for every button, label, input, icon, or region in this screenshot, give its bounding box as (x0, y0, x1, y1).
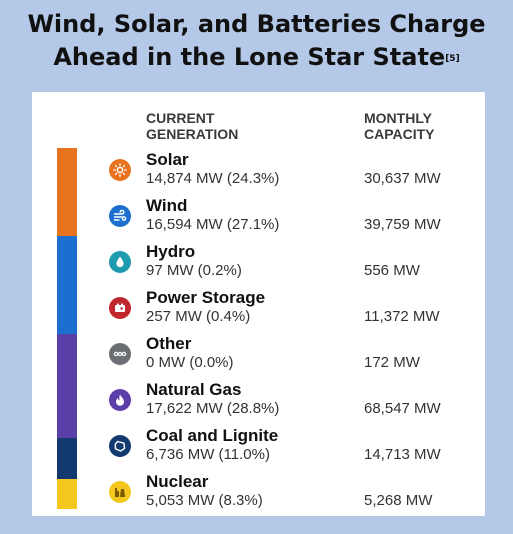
page-title: Wind, Solar, and Batteries Charge Ahead i… (0, 8, 513, 74)
generation-card: CURRENT GENERATION MONTHLY CAPACITY Sola… (32, 92, 485, 516)
bar-segment-nuclear (57, 479, 77, 509)
header-monthly-capacity: MONTHLY CAPACITY (364, 110, 435, 142)
nuclear-plant-icon (109, 481, 131, 503)
wind-icon (109, 205, 131, 227)
title-line-1: Wind, Solar, and Batteries Charge (27, 10, 486, 38)
source-name: Nuclear (146, 472, 209, 491)
source-capacity: 172 MW (364, 354, 420, 371)
bar-segment-coal-and-lignite (57, 438, 77, 479)
source-name: Power Storage (146, 288, 266, 307)
battery-icon (109, 297, 131, 319)
source-generation: 97 MW (0.2%) (146, 262, 242, 279)
source-generation: 17,622 MW (28.8%) (146, 400, 280, 417)
header-current-generation: CURRENT GENERATION (146, 110, 239, 142)
source-name: Hydro (146, 242, 196, 261)
source-row-other: Other 0 MW (0.0%) 172 MW (32, 334, 485, 380)
source-row-wind: Wind 16,594 MW (27.1%) 39,759 MW (32, 196, 485, 242)
bar-segment-solar (57, 148, 77, 236)
source-generation: 257 MW (0.4%) (146, 308, 251, 325)
source-capacity: 5,268 MW (364, 492, 433, 509)
source-generation: 6,736 MW (11.0%) (146, 446, 270, 463)
source-capacity: 14,713 MW (364, 446, 441, 463)
source-capacity: 39,759 MW (364, 216, 441, 233)
title-footnote: [5] (445, 54, 460, 64)
source-row-nuclear: Nuclear 5,053 MW (8.3%) 5,268 MW (32, 472, 485, 518)
sun-icon (109, 159, 131, 181)
source-capacity: 556 MW (364, 262, 420, 279)
source-name: Natural Gas (146, 380, 242, 399)
source-name: Coal and Lignite (146, 426, 279, 445)
source-row-solar: Solar 14,874 MW (24.3%) 30,637 MW (32, 150, 485, 196)
flame-icon (109, 389, 131, 411)
bar-segment-wind (57, 236, 77, 334)
source-row-coal-and-lignite: Coal and Lignite 6,736 MW (11.0%) 14,713… (32, 426, 485, 472)
title-line-2: Ahead in the Lone Star State (53, 43, 446, 71)
source-generation: 0 MW (0.0%) (146, 354, 234, 371)
coal-icon (109, 435, 131, 457)
source-capacity: 30,637 MW (364, 170, 441, 187)
source-row-power-storage: Power Storage 257 MW (0.4%) 11,372 MW (32, 288, 485, 334)
source-generation: 16,594 MW (27.1%) (146, 216, 280, 233)
dots-icon (109, 343, 131, 365)
source-generation: 14,874 MW (24.3%) (146, 170, 280, 187)
source-generation: 5,053 MW (8.3%) (146, 492, 263, 509)
source-row-natural-gas: Natural Gas 17,622 MW (28.8%) 68,547 MW (32, 380, 485, 426)
source-name: Solar (146, 150, 189, 169)
source-row-hydro: Hydro 97 MW (0.2%) 556 MW (32, 242, 485, 288)
source-name: Wind (146, 196, 188, 215)
bar-segment-natural-gas (57, 334, 77, 438)
source-capacity: 11,372 MW (364, 308, 440, 325)
water-drop-icon (109, 251, 131, 273)
source-name: Other (146, 334, 192, 353)
source-capacity: 68,547 MW (364, 400, 441, 417)
